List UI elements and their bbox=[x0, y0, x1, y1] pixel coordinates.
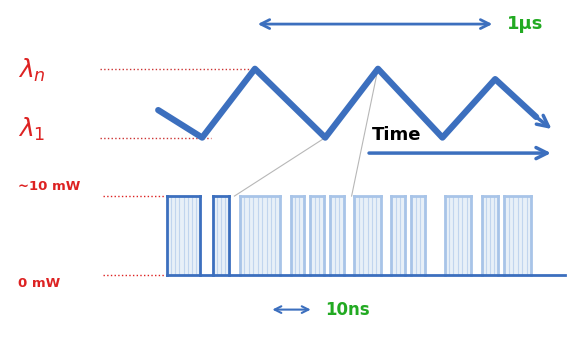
Bar bbox=[445, 196, 471, 275]
Text: $\lambda_n$: $\lambda_n$ bbox=[18, 57, 45, 84]
Bar bbox=[391, 196, 405, 275]
Text: Time: Time bbox=[372, 127, 421, 144]
Bar bbox=[240, 196, 280, 275]
Bar bbox=[167, 196, 200, 275]
Bar bbox=[291, 196, 304, 275]
Bar bbox=[355, 196, 381, 275]
Text: $\lambda_1$: $\lambda_1$ bbox=[18, 115, 45, 143]
Text: 0 mW: 0 mW bbox=[18, 277, 60, 290]
Bar bbox=[311, 196, 323, 275]
Bar bbox=[213, 196, 230, 275]
Bar bbox=[411, 196, 425, 275]
Bar bbox=[331, 196, 343, 275]
Bar bbox=[482, 196, 498, 275]
Text: 10ns: 10ns bbox=[325, 301, 370, 319]
Text: ~10 mW: ~10 mW bbox=[18, 180, 80, 193]
Bar bbox=[505, 196, 531, 275]
Text: 1μs: 1μs bbox=[507, 15, 543, 33]
